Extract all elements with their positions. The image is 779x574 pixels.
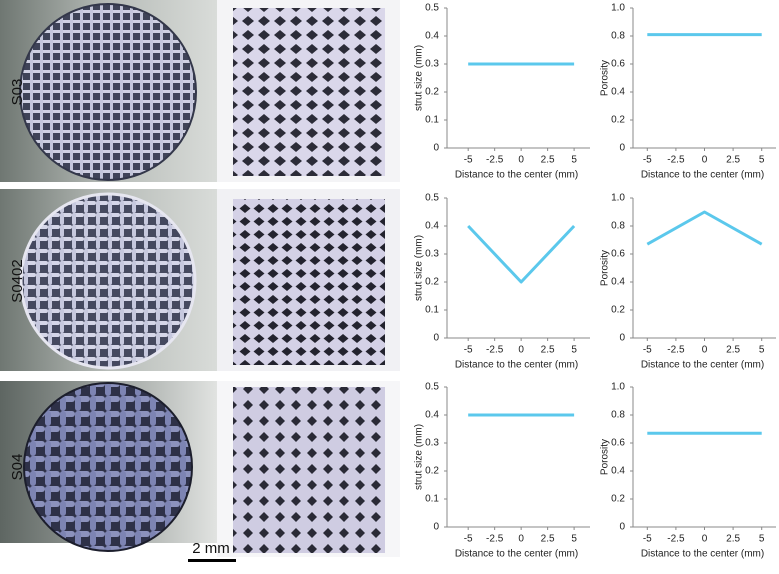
x-axis-title: Distance to the center (mm) (641, 549, 764, 560)
y-tick-label: 0.5 (425, 3, 439, 14)
y-tick-label: 0 (619, 333, 625, 344)
y-tick-label: 1.0 (611, 382, 625, 393)
scaffold-top (23, 382, 193, 552)
y-tick-label: 1.0 (611, 3, 625, 14)
row-images-3 (0, 381, 400, 557)
y-tick-label: 0.6 (611, 249, 625, 260)
scaffold-side (233, 199, 385, 365)
y-tick-label: 0.4 (611, 466, 625, 477)
x-tick-label: 5 (571, 534, 577, 545)
y-tick-label: 0.8 (611, 410, 625, 421)
y-axis-title: strut size (mm) (414, 424, 425, 490)
y-tick-label: 0.2 (611, 115, 625, 126)
y-tick-label: 0.5 (425, 193, 439, 204)
x-tick-label: -2.5 (667, 345, 685, 356)
y-axis-title: Porosity (600, 439, 611, 475)
x-tick-label: 2.5 (541, 345, 555, 356)
x-tick-label: -5 (643, 345, 652, 356)
x-axis-title: Distance to the center (mm) (455, 170, 578, 181)
data-line (467, 224, 576, 284)
row-images-1 (0, 0, 400, 182)
x-tick-label: 5 (571, 155, 577, 166)
row-images-2 (0, 189, 400, 371)
y-tick-label: 0.1 (425, 494, 439, 505)
row-label: S03 (9, 79, 26, 106)
y-tick-label: 0.3 (425, 59, 439, 70)
scaffold-top (19, 3, 197, 181)
y-tick-label: 0.8 (611, 221, 625, 232)
x-tick-label: 2.5 (541, 155, 555, 166)
x-tick-label: -2.5 (486, 345, 504, 356)
x-tick-label: -5 (643, 155, 652, 166)
data-line (646, 210, 763, 246)
y-tick-label: 0.2 (425, 466, 439, 477)
y-tick-label: 0.2 (425, 277, 439, 288)
x-tick-label: -2.5 (486, 534, 504, 545)
y-axis-title: strut size (mm) (414, 235, 425, 301)
y-tick-label: 0 (433, 522, 439, 533)
y-tick-label: 0.4 (425, 410, 439, 421)
x-tick-label: -5 (643, 534, 652, 545)
y-tick-label: 0 (619, 522, 625, 533)
y-tick-label: 0.2 (611, 494, 625, 505)
y-tick-label: 0.5 (425, 382, 439, 393)
x-axis-title: Distance to the center (mm) (641, 360, 764, 371)
x-tick-label: 2.5 (726, 534, 740, 545)
x-axis-title: Distance to the center (mm) (641, 170, 764, 181)
scaffold-top (19, 192, 197, 370)
y-tick-label: 0.2 (611, 305, 625, 316)
scale-bar-label: 2 mm (192, 540, 230, 557)
x-tick-label: 0 (702, 534, 708, 545)
y-tick-label: 0.4 (425, 31, 439, 42)
y-tick-label: 0.1 (425, 115, 439, 126)
y-tick-label: 0.2 (425, 87, 439, 98)
x-tick-label: 0 (518, 345, 524, 356)
y-tick-label: 0.3 (425, 438, 439, 449)
x-axis-title: Distance to the center (mm) (455, 360, 578, 371)
scale-bar (188, 559, 236, 562)
y-tick-label: 0 (619, 143, 625, 154)
x-tick-label: 0 (702, 345, 708, 356)
y-tick-label: 0.6 (611, 59, 625, 70)
y-tick-label: 0.3 (425, 249, 439, 260)
x-tick-label: -2.5 (667, 155, 685, 166)
y-axis-title: Porosity (600, 250, 611, 286)
x-tick-label: 5 (571, 345, 577, 356)
y-tick-label: 0.4 (611, 277, 625, 288)
y-tick-label: 0.1 (425, 305, 439, 316)
x-tick-label: 2.5 (726, 345, 740, 356)
x-tick-label: 0 (702, 155, 708, 166)
scaffold-side (233, 387, 385, 553)
x-tick-label: -2.5 (486, 155, 504, 166)
row-label: S0402 (9, 259, 26, 302)
y-tick-label: 0.8 (611, 31, 625, 42)
x-tick-label: 0 (518, 534, 524, 545)
x-tick-label: 2.5 (541, 534, 555, 545)
x-tick-label: -2.5 (667, 534, 685, 545)
y-tick-label: 0.4 (425, 221, 439, 232)
y-axis-title: strut size (mm) (414, 45, 425, 111)
x-tick-label: 2.5 (726, 155, 740, 166)
scaffold-side (233, 8, 385, 176)
x-tick-label: 5 (759, 155, 765, 166)
x-axis-title: Distance to the center (mm) (455, 549, 578, 560)
row-label: S04 (9, 454, 26, 481)
y-axis-title: Porosity (600, 60, 611, 96)
x-tick-label: -5 (464, 345, 473, 356)
y-tick-label: 0 (433, 143, 439, 154)
x-tick-label: 5 (759, 345, 765, 356)
x-tick-label: -5 (464, 534, 473, 545)
y-tick-label: 1.0 (611, 193, 625, 204)
x-tick-label: 5 (759, 534, 765, 545)
y-tick-label: 0.4 (611, 87, 625, 98)
x-tick-label: -5 (464, 155, 473, 166)
y-tick-label: 0.6 (611, 438, 625, 449)
y-tick-label: 0 (433, 333, 439, 344)
x-tick-label: 0 (518, 155, 524, 166)
